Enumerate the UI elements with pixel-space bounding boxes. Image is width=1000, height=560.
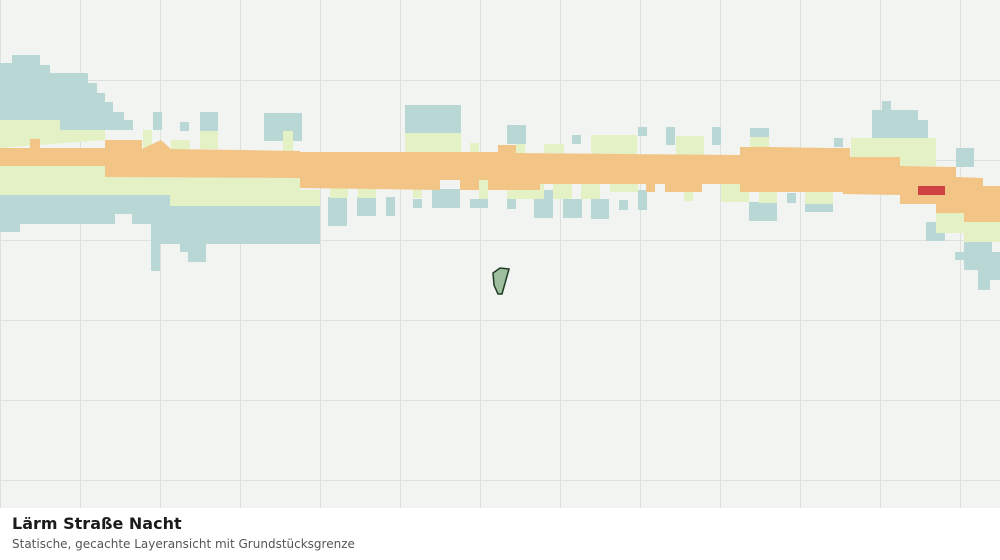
map-background <box>0 0 1000 508</box>
map-title: Lärm Straße Nacht <box>12 514 182 533</box>
parcel-boundary <box>492 267 510 295</box>
caption-bar: Lärm Straße Nacht Statische, gecachte La… <box>0 508 1000 560</box>
noise-map <box>0 0 1000 508</box>
noise-zone-very-high <box>918 186 945 195</box>
noise-zone-high <box>0 139 1000 222</box>
map-subtitle: Statische, gecachte Layeransicht mit Gru… <box>12 537 355 551</box>
noise-zone-low <box>0 55 1000 290</box>
